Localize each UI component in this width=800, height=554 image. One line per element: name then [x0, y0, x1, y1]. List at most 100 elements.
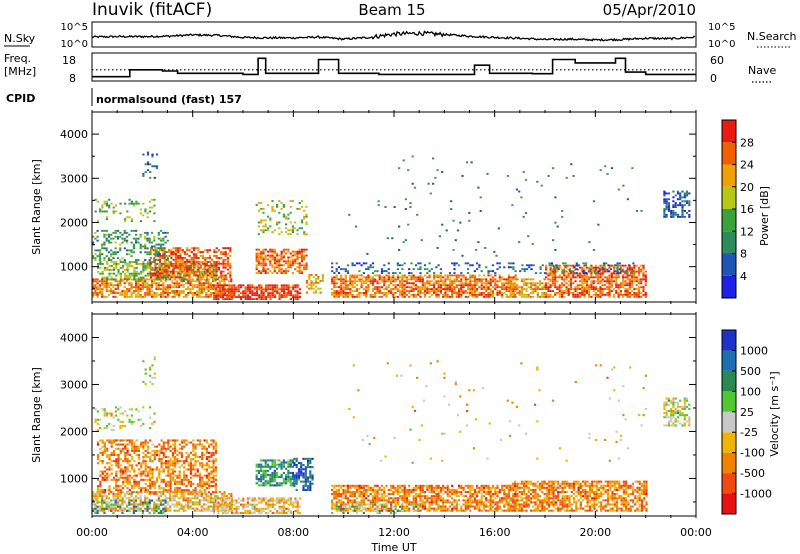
cell-0 [107, 503, 111, 506]
cell-0 [114, 292, 117, 294]
cell-10 [353, 286, 356, 289]
cell-0 [212, 493, 215, 496]
cell-6 [212, 284, 215, 287]
cell-7 [287, 264, 290, 267]
cell-3 [107, 235, 111, 238]
cell-1 [169, 261, 172, 263]
cell-7 [257, 270, 260, 273]
cell-10 [501, 286, 504, 289]
cell-11 [520, 278, 523, 281]
cell-1 [155, 453, 159, 456]
cell-1 [165, 456, 168, 459]
cell-0 [221, 503, 224, 506]
cell-10 [498, 274, 501, 277]
cell-2 [188, 268, 191, 271]
cell-10 [503, 286, 506, 289]
cell-1 [171, 470, 174, 473]
cell-0 [216, 507, 219, 510]
cell-15 [524, 212, 528, 214]
cell-10 [428, 288, 431, 290]
cell-12 [590, 272, 593, 275]
cell-8 [260, 202, 263, 204]
cell-12 [615, 274, 618, 277]
cell-12 [610, 272, 613, 275]
cell-10 [346, 284, 350, 287]
cell-3 [101, 245, 104, 248]
cell-0 [155, 491, 158, 494]
cell-0 [169, 495, 172, 498]
cell-2 [162, 507, 165, 510]
cell-0 [200, 493, 203, 496]
cell-0 [123, 507, 126, 510]
cell-6 [296, 290, 299, 293]
cell-9 [305, 291, 309, 294]
cell-1 [124, 468, 127, 471]
cell-12 [547, 274, 550, 277]
cell-12 [551, 276, 554, 279]
cell-13 [498, 262, 501, 265]
cell-3 [148, 251, 151, 254]
cell-1 [115, 482, 118, 485]
cell-10 [390, 290, 393, 292]
cell-10 [448, 290, 452, 292]
cell-1 [189, 451, 193, 454]
cell-2 [174, 258, 177, 261]
cell-7 [255, 258, 258, 261]
cell-1 [126, 274, 129, 277]
cell-1 [162, 441, 165, 444]
cell-12 [581, 270, 584, 273]
cell-1 [110, 443, 113, 446]
cell-2 [119, 505, 122, 508]
cell-10 [419, 295, 422, 298]
cell-10 [482, 274, 485, 277]
cell-2 [152, 260, 155, 263]
cell-7 [289, 264, 292, 267]
cell-1 [180, 445, 183, 448]
cell-6 [253, 292, 256, 295]
cell-0 [214, 501, 217, 504]
cell-0 [189, 505, 192, 508]
cell-11 [532, 292, 535, 294]
cell-1 [203, 439, 206, 442]
cell-7 [294, 250, 297, 253]
cell-10 [365, 276, 368, 279]
cell-1 [140, 462, 143, 465]
cell-1 [178, 447, 181, 450]
cell-0 [173, 292, 176, 294]
cell-12 [579, 293, 582, 296]
cell-12 [606, 268, 609, 271]
cell-0 [103, 499, 106, 502]
cell-10 [469, 290, 472, 292]
cell-3 [164, 235, 167, 238]
cell-7 [257, 248, 260, 251]
cell-7 [287, 270, 290, 273]
cell-3 [99, 418, 102, 421]
cell-12 [601, 280, 604, 283]
cell-6 [274, 296, 277, 298]
cell-12 [569, 264, 573, 267]
cell-6 [271, 290, 274, 293]
cell-12 [590, 288, 593, 290]
cell-1 [144, 263, 147, 265]
cell-3 [114, 253, 117, 256]
cell-7 [287, 250, 290, 253]
cell-10 [469, 282, 472, 285]
cell-2 [177, 258, 180, 261]
colorbar-tick-label: 24 [740, 159, 754, 172]
cell-12 [644, 274, 647, 277]
cell-7 [264, 254, 267, 257]
cell-10 [473, 280, 476, 283]
cell-10 [467, 282, 470, 285]
cell-10 [346, 288, 350, 290]
cell-6 [280, 288, 283, 291]
cell-2 [94, 511, 97, 514]
cell-9 [308, 283, 311, 286]
cell-12 [572, 282, 575, 285]
cell-0 [218, 290, 221, 292]
cell-10 [340, 282, 343, 285]
cell-10 [503, 284, 506, 287]
cell-12 [640, 286, 643, 289]
cell-0 [221, 280, 224, 283]
cell-10 [469, 284, 472, 287]
cell-10 [480, 293, 483, 296]
